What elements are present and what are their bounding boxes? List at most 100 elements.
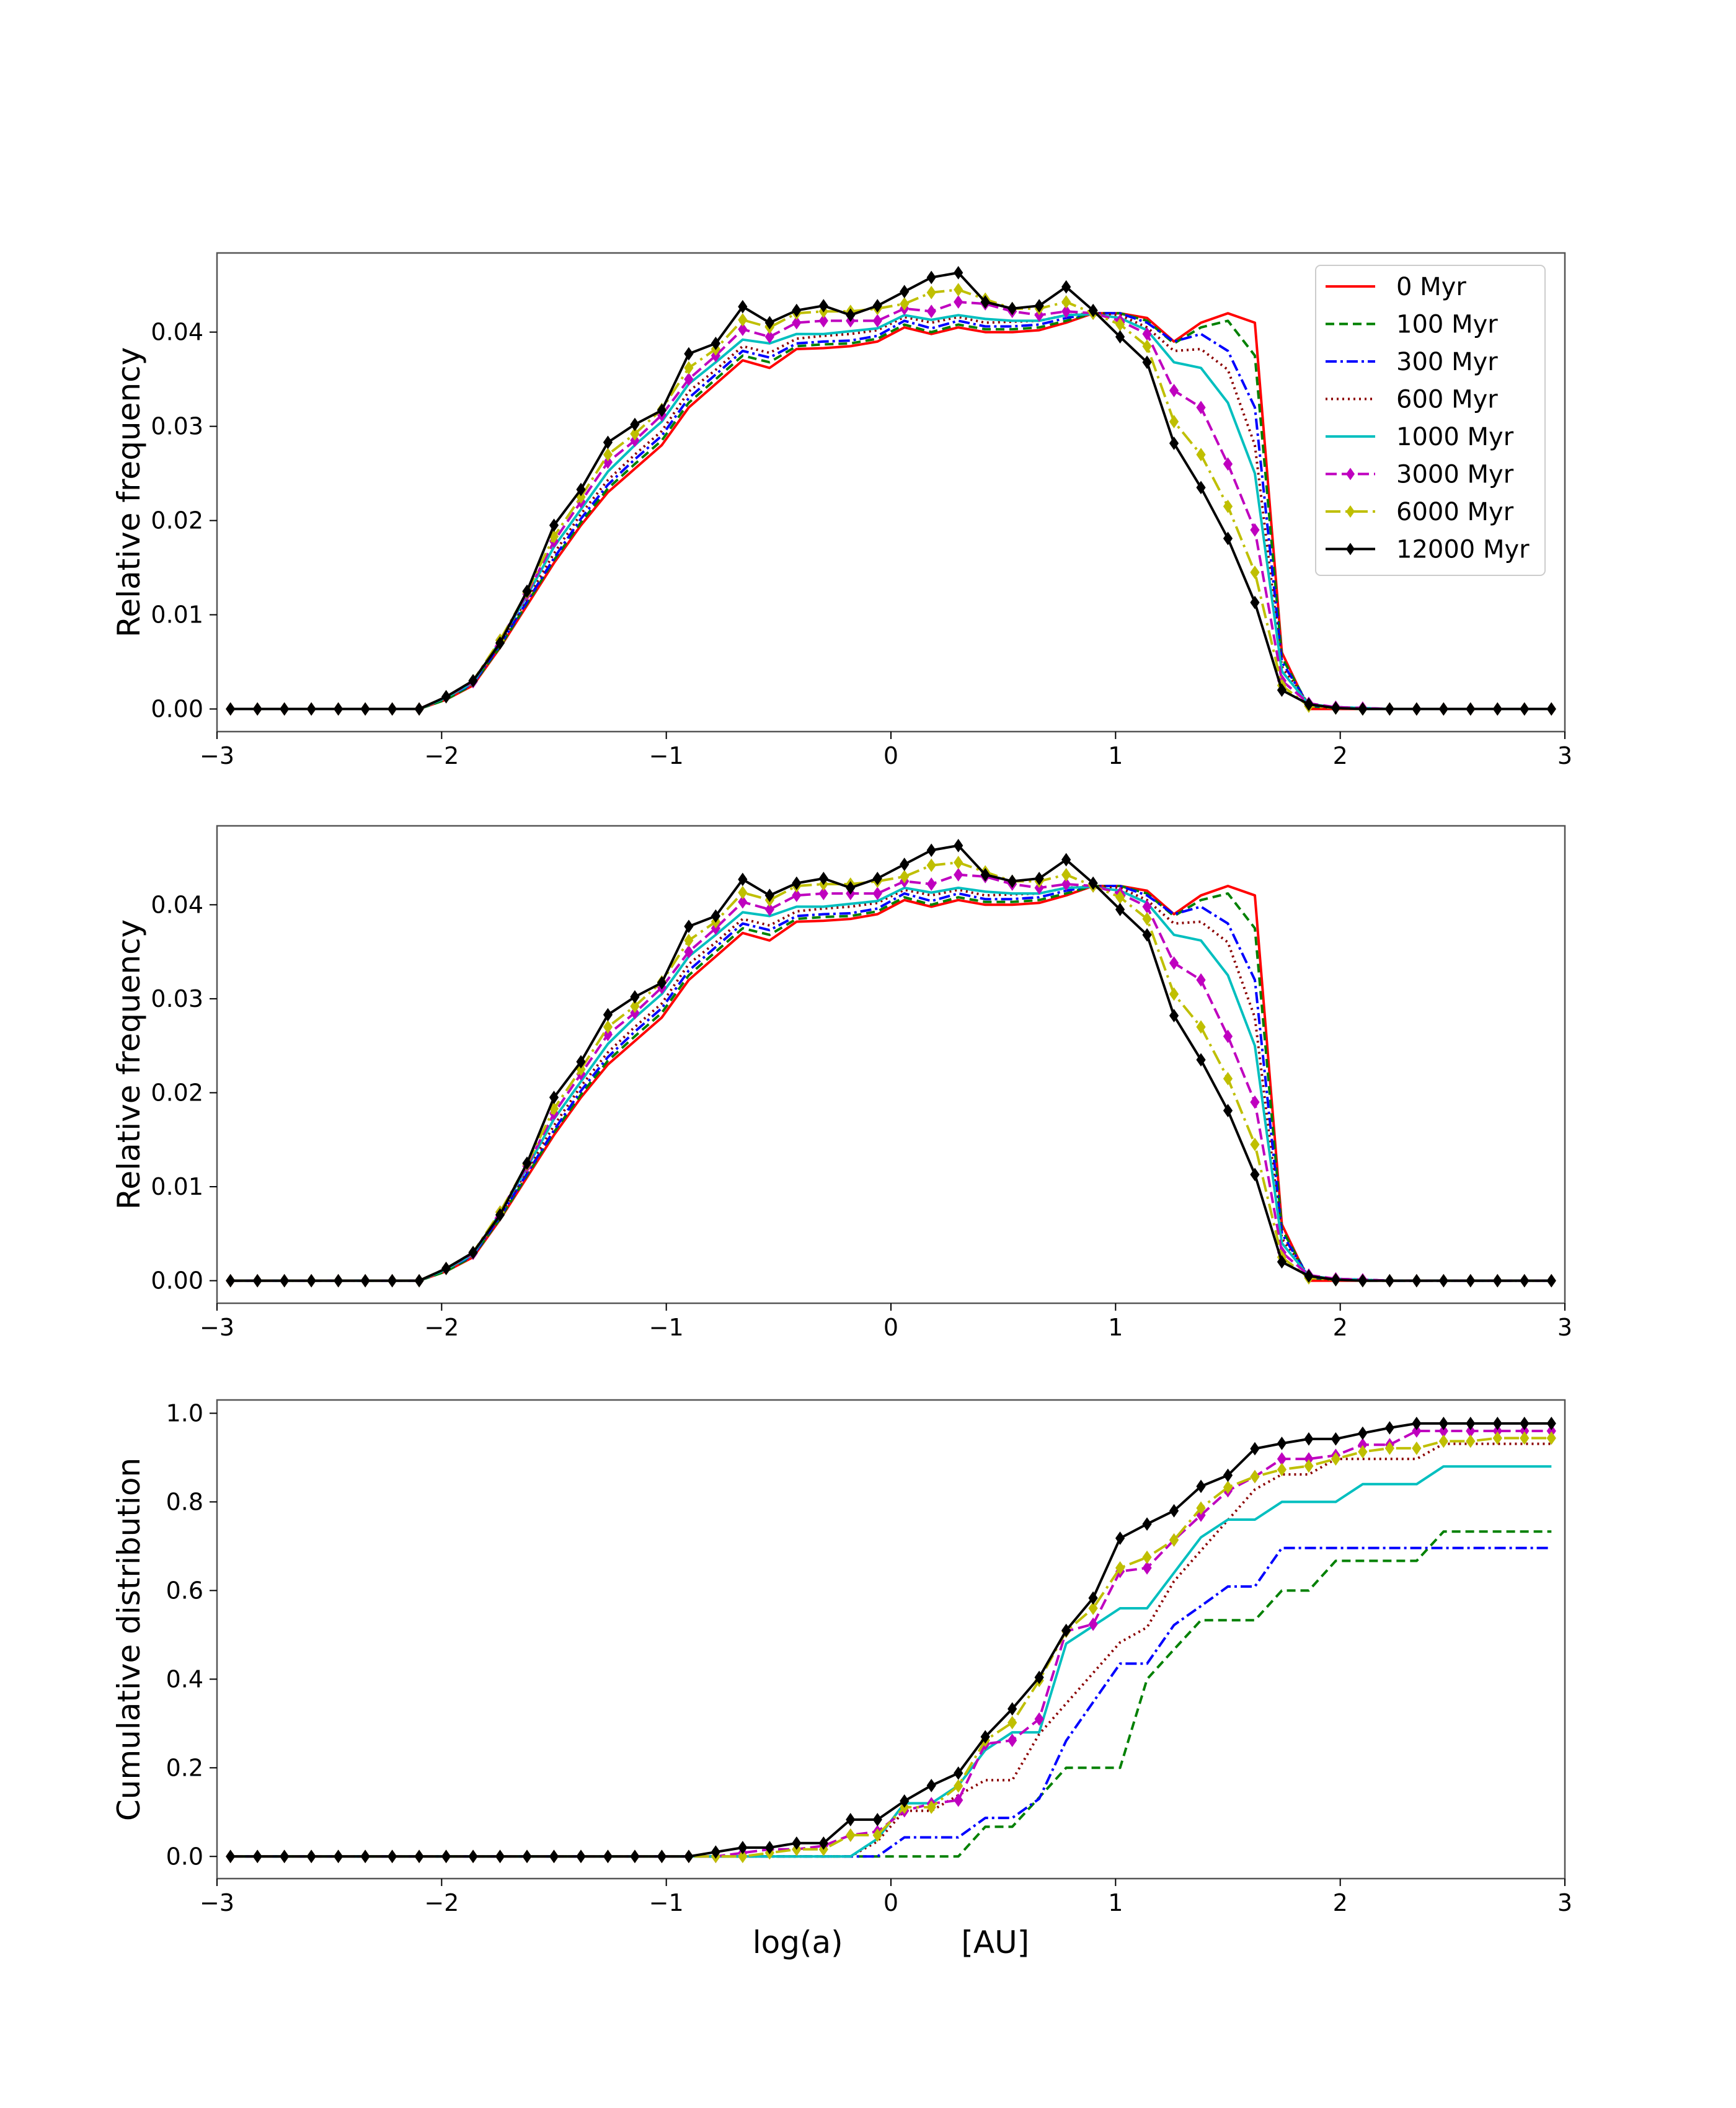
data-point: [495, 1208, 505, 1222]
data-point: [414, 1849, 424, 1864]
legend-marker: [1346, 467, 1355, 480]
data-point: [226, 702, 236, 716]
data-point: [1304, 1432, 1314, 1446]
y-axis-label: Relative frequency: [111, 919, 147, 1210]
data-point: [1169, 1504, 1179, 1518]
data-point: [1412, 1442, 1422, 1455]
data-point: [252, 702, 262, 716]
data-point: [1304, 1269, 1314, 1283]
data-point: [1277, 1255, 1287, 1269]
data-point: [657, 976, 667, 990]
data-point: [1492, 1273, 1502, 1288]
tick-layer: −3 −2 −1 0 1 2 3 0.00 0.01 0.02 0.03 0.04: [151, 891, 1572, 1341]
data-point: [1492, 1431, 1502, 1445]
data-point: [1142, 1550, 1152, 1564]
panel-middle: −3 −2 −1 0 1 2 3 0.00 0.01 0.02 0.03 0.04 Relative …: [111, 825, 1572, 1341]
data-point: [954, 1779, 963, 1793]
data-point: [846, 1813, 856, 1827]
data-point: [468, 1246, 478, 1260]
data-point: [226, 1849, 236, 1864]
data-point: [738, 872, 748, 887]
data-point: [1223, 1480, 1233, 1494]
data-point: [1088, 876, 1098, 890]
data-point: [1412, 702, 1422, 716]
data-point: [1546, 702, 1556, 716]
data-point: [684, 347, 694, 361]
x-tick-label: −1: [649, 742, 684, 769]
x-tick-label: −2: [424, 1889, 459, 1916]
data-point: [1223, 1468, 1233, 1482]
x-tick-label: 3: [1557, 1889, 1572, 1916]
x-tick-label: 1: [1108, 742, 1123, 769]
y-tick-label: 0.04: [151, 319, 203, 346]
y-tick-label: 0.03: [151, 413, 203, 440]
x-tick-label: 0: [884, 1314, 898, 1341]
data-point: [926, 1800, 936, 1814]
legend-label: 0 Myr: [1396, 273, 1466, 301]
data-point: [1142, 339, 1152, 353]
data-point: [711, 337, 720, 350]
data-point: [441, 1262, 451, 1275]
data-point: [1438, 1434, 1448, 1448]
data-point: [1088, 1617, 1098, 1631]
data-point: [1520, 702, 1530, 716]
data-point: [926, 270, 936, 285]
data-point: [954, 867, 963, 882]
data-point: [954, 266, 963, 280]
data-point: [495, 636, 505, 650]
data-point: [764, 316, 774, 330]
data-point: [1061, 852, 1071, 867]
y-axis-label: Relative frequency: [111, 347, 147, 637]
data-point: [1169, 1533, 1179, 1547]
x-tick-label: 3: [1557, 1314, 1572, 1341]
data-point: [792, 1836, 802, 1850]
data-point: [630, 999, 640, 1013]
x-tick-label: 1: [1108, 1889, 1123, 1916]
data-point: [360, 702, 370, 716]
data-point: [818, 872, 828, 885]
series-line-600-myr: [230, 1442, 1552, 1858]
data-point: [872, 1828, 882, 1842]
data-point: [792, 876, 802, 890]
data-point: [1034, 1712, 1044, 1726]
data-point: [252, 1849, 262, 1864]
data-point: [1142, 1517, 1152, 1531]
data-point: [792, 888, 802, 903]
data-point: [1223, 531, 1233, 546]
legend-label: 1000 Myr: [1396, 423, 1514, 451]
data-point: [603, 1849, 613, 1864]
data-point: [630, 990, 640, 1004]
data-point: [792, 303, 802, 317]
data-point: [1358, 1445, 1368, 1459]
legend-box: [1315, 265, 1546, 576]
data-point: [1331, 1452, 1341, 1466]
y-tick-label: 0.2: [166, 1754, 203, 1781]
data-point: [954, 856, 963, 869]
data-point: [1250, 1095, 1260, 1109]
legend-marker: [1346, 505, 1355, 518]
data-point: [1438, 1417, 1448, 1430]
panel-bottom: −3 −2 −1 0 1 2 3 0.0 0.2 0.4 0.6 0.8 1.0 Cumulative …: [111, 1399, 1572, 1960]
legend-label: 6000 Myr: [1396, 498, 1514, 526]
legend: 0 Myr 100 Myr 300 Myr 600 Myr 1000 Myr 3000 M…: [1315, 265, 1546, 576]
data-point: [1384, 1421, 1394, 1435]
data-point: [630, 1849, 640, 1864]
data-point: [684, 934, 694, 947]
data-point: [1546, 1431, 1556, 1445]
data-point: [764, 888, 774, 903]
data-point: [1250, 1167, 1260, 1182]
data-point: [334, 1849, 343, 1864]
data-point: [1008, 1702, 1017, 1716]
data-point: [1304, 1459, 1314, 1473]
series-layer: [226, 838, 1556, 1288]
data-point: [1196, 973, 1206, 987]
data-point: [1466, 1417, 1476, 1430]
x-tick-label: −3: [200, 1314, 234, 1341]
x-tick-label: −1: [649, 1314, 684, 1341]
data-point: [1358, 1426, 1368, 1440]
data-point: [872, 887, 882, 901]
series-layer: [226, 266, 1556, 716]
x-tick-label: 0: [884, 742, 898, 769]
data-point: [764, 903, 774, 916]
data-point: [1061, 877, 1071, 891]
